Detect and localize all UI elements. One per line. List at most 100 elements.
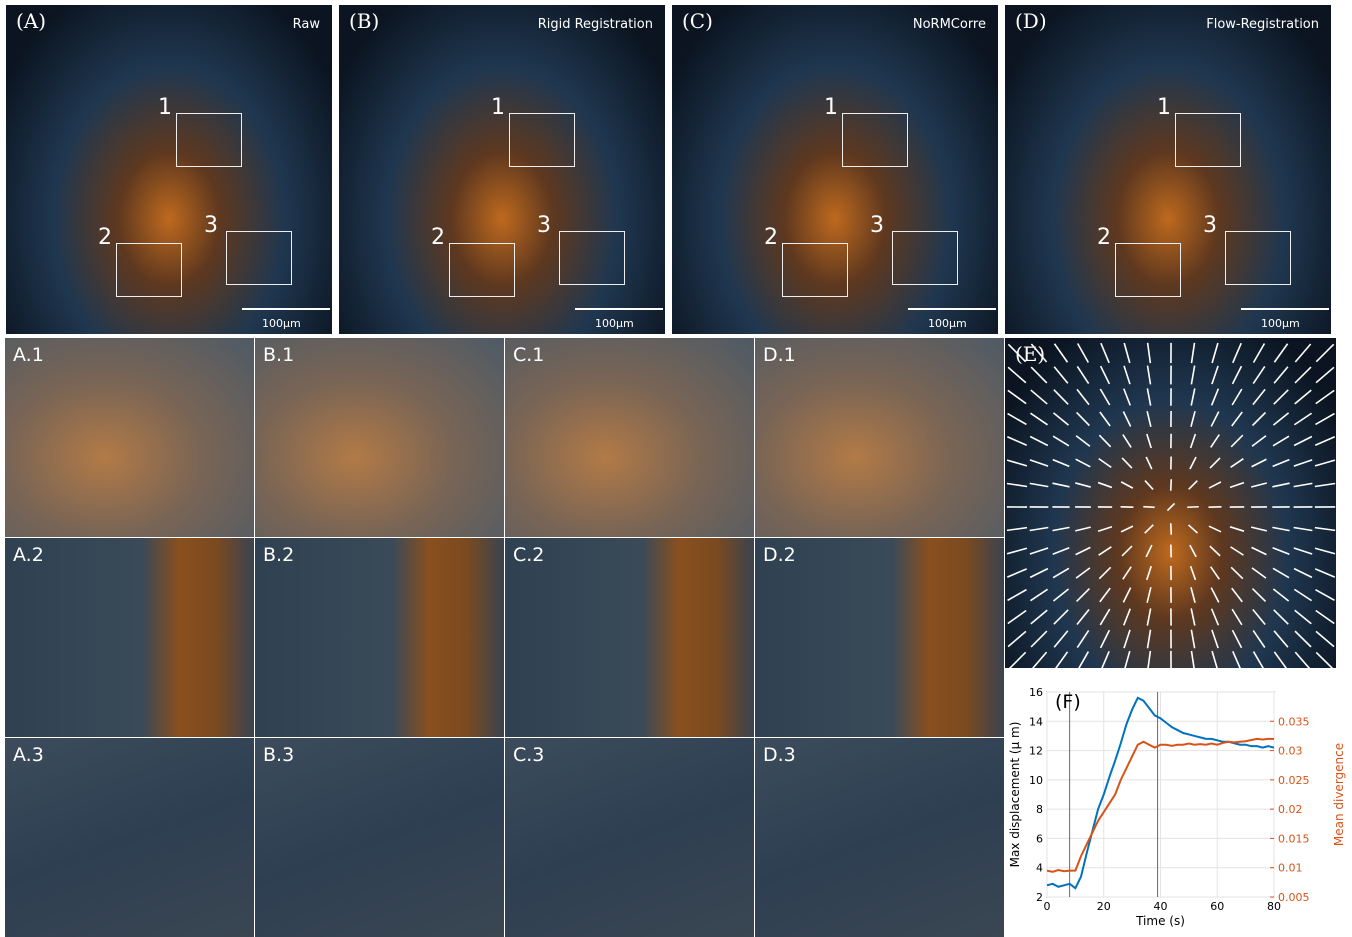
flow-arrow — [1124, 366, 1130, 384]
crop-image: B.1 — [255, 338, 504, 537]
crop-image: D.3 — [755, 738, 1004, 937]
flow-arrow — [1315, 569, 1335, 577]
flow-arrow — [1315, 460, 1335, 466]
flow-arrow — [1054, 367, 1068, 384]
y-tick-label: 10 — [1029, 774, 1043, 787]
region-number: 3 — [537, 213, 551, 238]
flow-arrow — [1076, 568, 1090, 578]
flow-arrow — [1233, 366, 1242, 384]
flow-arrow — [1054, 610, 1068, 624]
flow-arrow — [1253, 366, 1264, 383]
flow-arrow — [1274, 631, 1288, 647]
crop-label: D.3 — [763, 744, 796, 766]
flow-arrow — [1075, 527, 1091, 531]
panel-title: Flow-Registration — [1206, 17, 1319, 32]
flow-arrow — [1295, 631, 1311, 647]
crop-image: D.2 — [755, 538, 1004, 737]
y2-tick-label: 0.005 — [1278, 891, 1310, 904]
flow-arrow — [1316, 390, 1334, 403]
region-box — [449, 243, 515, 297]
flow-arrow — [1190, 545, 1196, 557]
flow-arrow — [1030, 483, 1049, 486]
flow-arrow — [1078, 652, 1089, 668]
flow-arrow — [1316, 610, 1335, 623]
crop-label: B.2 — [263, 544, 294, 566]
flow-arrow — [1232, 412, 1242, 426]
scale-label: 100μm — [1261, 317, 1300, 330]
flow-arrow — [1231, 547, 1244, 555]
crop-label: B.3 — [263, 744, 294, 766]
flow-arrow — [1315, 483, 1335, 486]
flow-arrow — [1232, 588, 1243, 602]
flow-arrows — [1005, 338, 1336, 668]
figure: (A)Raw123100μm(B)Rigid Registration12310… — [0, 0, 1352, 936]
flow-arrow — [1052, 527, 1069, 530]
flow-arrow — [1054, 344, 1067, 363]
flow-arrow — [1273, 436, 1289, 446]
flow-arrow — [1191, 411, 1195, 427]
scale-bar — [908, 308, 996, 310]
flow-arrow — [1253, 630, 1265, 647]
flow-arrow — [1273, 589, 1288, 601]
flow-arrow — [1124, 609, 1131, 626]
flow-arrow — [1100, 588, 1110, 602]
flow-arrow — [1124, 343, 1130, 363]
flow-arrow — [1230, 527, 1244, 531]
flow-arrow — [1316, 344, 1333, 361]
panel-label: (F) — [1055, 691, 1081, 713]
flow-arrow — [1272, 527, 1289, 530]
flow-arrow — [1147, 608, 1150, 625]
flow-arrow — [1272, 483, 1289, 487]
flow-arrow — [1273, 413, 1288, 425]
flow-arrow — [1076, 547, 1091, 554]
crop-label: C.2 — [513, 544, 544, 566]
flow-arrow — [1123, 567, 1131, 580]
flow-arrow — [1232, 609, 1242, 625]
crop-label: A.2 — [13, 544, 44, 566]
flow-arrow — [1147, 411, 1151, 427]
region-box — [116, 243, 182, 297]
flow-arrow — [1295, 652, 1310, 668]
flow-arrow — [1030, 460, 1048, 466]
crop-image: C.2 — [505, 538, 754, 737]
flow-arrow — [1053, 548, 1070, 555]
flow-arrow — [1231, 435, 1243, 447]
flow-arrow — [1053, 413, 1068, 425]
flow-arrow — [1189, 481, 1198, 490]
flow-arrow — [1054, 631, 1068, 647]
flow-arrow — [1100, 412, 1110, 426]
flow-arrow — [1078, 343, 1089, 362]
flow-arrow — [1076, 436, 1090, 447]
y-axis-label: Max displacement (μ m) — [1008, 722, 1022, 868]
flow-arrow — [1274, 610, 1289, 624]
flow-arrow — [1232, 630, 1241, 648]
y2-tick-label: 0.025 — [1278, 774, 1310, 787]
flow-arrow — [1145, 525, 1153, 533]
flow-arrow — [1030, 528, 1049, 531]
crop-label: D.1 — [763, 344, 796, 366]
flow-arrow — [1008, 590, 1027, 601]
flow-arrow — [1052, 483, 1069, 487]
y2-axis-label: Mean divergence — [1332, 743, 1346, 846]
flow-arrow — [1101, 651, 1109, 668]
flow-arrow — [1148, 630, 1151, 649]
scale-label: 100μm — [928, 317, 967, 330]
flow-arrow — [1295, 390, 1312, 404]
flow-arrow — [1030, 413, 1047, 425]
flow-arrow — [1053, 460, 1070, 467]
flow-arrow — [1212, 366, 1218, 384]
region-box — [782, 243, 848, 297]
crop-image: A.1 — [5, 338, 254, 537]
flow-arrow — [1295, 344, 1310, 362]
flow-arrow — [1099, 435, 1110, 447]
flow-arrow — [1189, 525, 1198, 533]
flow-arrow — [1008, 631, 1026, 646]
flow-arrow — [1146, 545, 1152, 557]
panel-title: Raw — [293, 17, 320, 32]
region-number: 2 — [431, 225, 445, 250]
flow-arrow — [1252, 436, 1266, 446]
flow-arrow — [1212, 343, 1218, 363]
region-number: 2 — [98, 225, 112, 250]
